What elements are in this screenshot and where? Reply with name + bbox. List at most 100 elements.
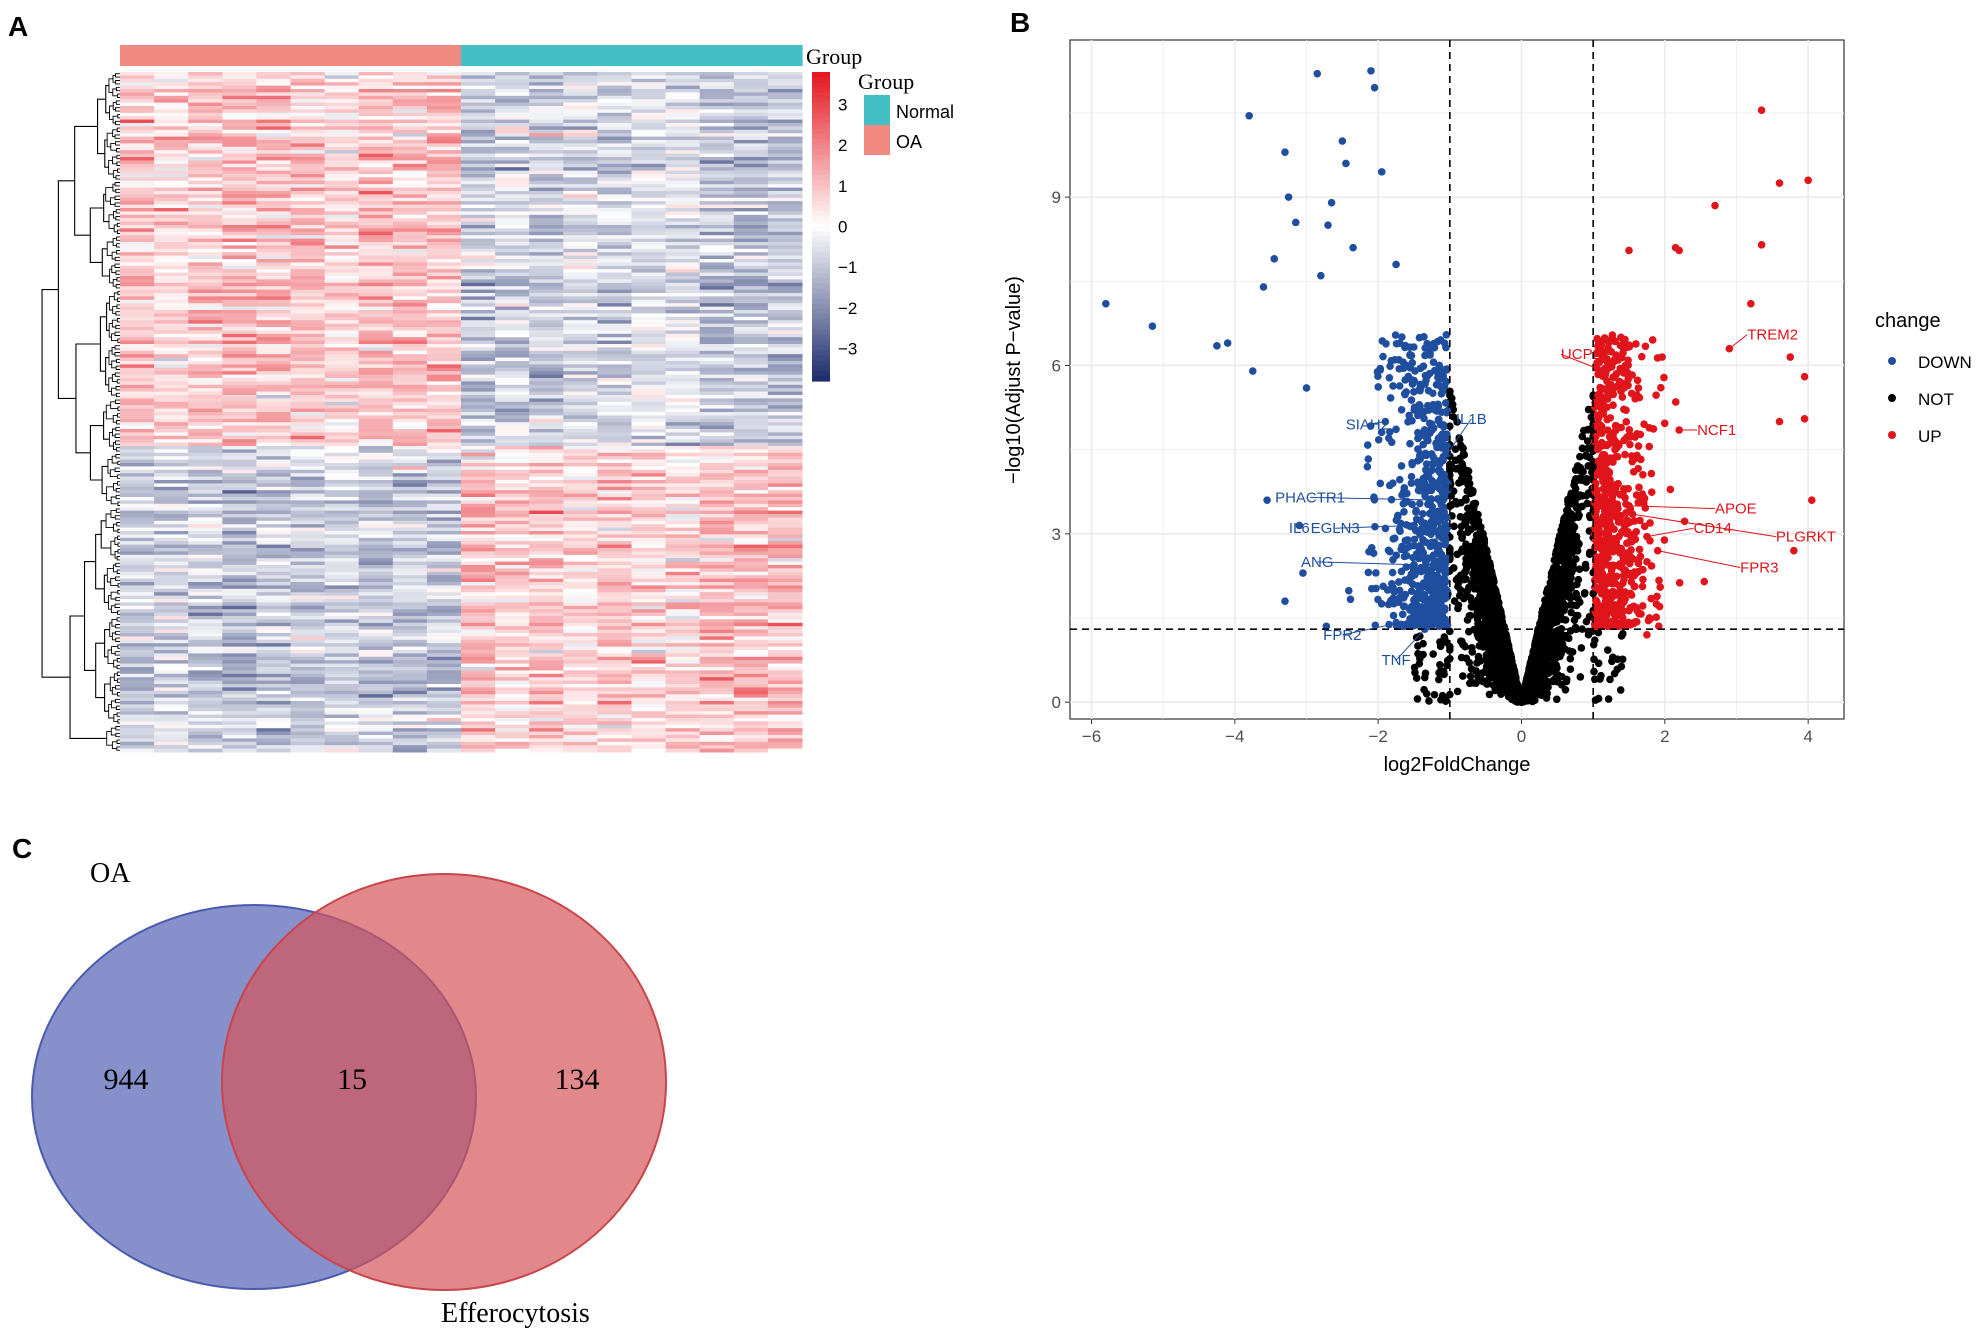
heatmap-cell — [597, 214, 632, 219]
heatmap-cell — [188, 684, 223, 688]
heatmap-cell — [563, 731, 598, 736]
heatmap-cell — [563, 619, 598, 624]
heatmap-cell — [358, 449, 394, 454]
heatmap-cell — [529, 367, 564, 372]
heatmap-cell — [631, 153, 667, 158]
heatmap-cell — [597, 537, 632, 542]
heatmap-cell — [767, 157, 803, 161]
heatmap-cell — [290, 650, 326, 654]
heatmap-cell — [631, 72, 667, 76]
heatmap-cell — [461, 242, 496, 246]
heatmap-cell — [256, 99, 291, 104]
heatmap-cell — [767, 388, 803, 393]
heatmap-cell — [392, 588, 428, 593]
heatmap-cell — [358, 279, 394, 284]
dendrogram-branch — [117, 542, 120, 547]
heatmap-cell — [699, 663, 735, 668]
heatmap-cell — [358, 225, 394, 229]
heatmap-cell — [529, 701, 564, 705]
heatmap-cell — [767, 276, 803, 280]
group-legend-title: Group — [858, 69, 914, 94]
heatmap-cell — [324, 405, 360, 410]
annotation-cell-normal — [563, 45, 598, 66]
heatmap-cell — [699, 551, 735, 556]
heatmap-cell — [529, 262, 564, 267]
heatmap-cell — [392, 643, 428, 648]
heatmap-cell — [699, 296, 735, 301]
heatmap-cell — [426, 568, 462, 573]
heatmap-cell — [767, 187, 803, 192]
dendrogram-branch — [108, 295, 115, 311]
heatmap-cell — [256, 119, 291, 124]
heatmap-cell — [120, 160, 155, 165]
heatmap-cell — [495, 310, 530, 314]
heatmap-cell — [461, 646, 496, 651]
heatmap-cell — [699, 633, 735, 637]
heatmap-cell — [563, 673, 598, 678]
heatmap-cell — [392, 680, 428, 685]
heatmap-cell — [665, 435, 701, 440]
heatmap-cell — [426, 551, 462, 556]
heatmap-cell — [631, 95, 667, 100]
heatmap-cell — [426, 643, 462, 648]
heatmap-cell — [631, 667, 667, 671]
heatmap-cell — [290, 585, 326, 590]
heatmap-cell — [733, 701, 769, 705]
heatmap-cell — [154, 493, 189, 498]
heatmap-cell — [392, 418, 428, 423]
heatmap-cell — [188, 92, 223, 97]
heatmap-cell — [631, 673, 667, 678]
heatmap-cell — [392, 425, 428, 430]
heatmap-cell — [426, 558, 462, 563]
heatmap-cell — [665, 401, 701, 406]
heatmap-cell — [358, 514, 394, 518]
heatmap-cell — [256, 585, 291, 590]
heatmap-cell — [392, 568, 428, 573]
heatmap-cell — [767, 153, 803, 158]
heatmap-cell — [733, 446, 769, 450]
heatmap-cell — [495, 72, 530, 76]
heatmap-cell — [597, 745, 632, 750]
heatmap-cell — [665, 357, 701, 362]
heatmap-cell — [290, 629, 326, 634]
heatmap-cell — [290, 72, 326, 76]
heatmap-cell — [461, 663, 496, 668]
heatmap-cell — [358, 595, 394, 600]
heatmap-cell — [563, 177, 598, 182]
heatmap-cell — [529, 643, 564, 648]
heatmap-cell — [154, 228, 189, 233]
colorbar-segment — [812, 329, 830, 336]
dendrogram-branch — [114, 134, 120, 139]
heatmap-cell — [495, 439, 530, 444]
heatmap-cell — [392, 422, 428, 427]
heatmap-cell — [222, 704, 257, 709]
heatmap-cell — [154, 480, 189, 484]
heatmap-cell — [563, 384, 598, 389]
heatmap-cell — [290, 225, 326, 229]
heatmap-cell — [290, 296, 326, 301]
heatmap-cell — [256, 357, 291, 362]
heatmap-cell — [324, 609, 360, 614]
heatmap-cell — [188, 418, 223, 423]
heatmap-cell — [392, 313, 428, 318]
heatmap-cell — [461, 449, 496, 454]
heatmap-cell — [665, 221, 701, 226]
heatmap-cell — [631, 340, 667, 345]
heatmap-cell — [358, 510, 394, 515]
heatmap-cell — [495, 534, 530, 539]
colorbar-segment — [812, 138, 830, 145]
heatmap-cell — [290, 490, 326, 495]
heatmap-cell — [392, 238, 428, 243]
heatmap-cell — [154, 588, 189, 593]
heatmap-cell — [631, 361, 667, 365]
heatmap-cell — [495, 357, 530, 362]
heatmap-cell — [392, 650, 428, 654]
heatmap-cell — [767, 384, 803, 389]
heatmap-cell — [290, 153, 326, 158]
heatmap-cell — [188, 99, 223, 104]
heatmap-cell — [631, 633, 667, 637]
heatmap-cell — [154, 157, 189, 161]
heatmap-cell — [495, 289, 530, 294]
heatmap-cell — [358, 561, 394, 566]
heatmap-cell — [324, 629, 360, 634]
